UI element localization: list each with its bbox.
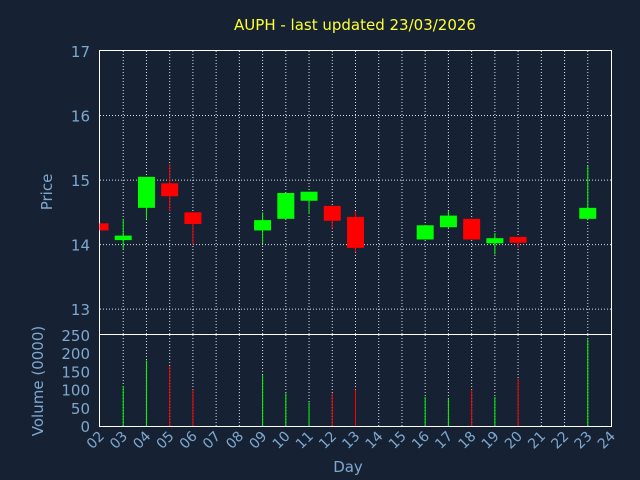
x-axis-label: Day <box>333 458 363 476</box>
x-tick-labels: 02 03 04 05 06 07 08 09 10 11 12 13 14 15 16 17 18 19 20 21… <box>84 428 619 452</box>
candle-body <box>463 218 481 240</box>
x-tick-label: 21 <box>525 429 549 453</box>
candle-body <box>300 191 318 201</box>
x-tick-label: 20 <box>502 429 526 453</box>
volume-tick-label: 200 <box>61 345 90 363</box>
x-tick-label: 03 <box>107 429 131 453</box>
volume-tick-label: 100 <box>61 382 90 400</box>
x-tick-label: 04 <box>130 428 154 452</box>
x-tick-label: 12 <box>316 429 340 453</box>
price-tick-label: 17 <box>71 43 90 61</box>
x-tick-label: 16 <box>409 428 433 452</box>
price-tick-label: 16 <box>71 108 90 126</box>
candle-body <box>184 212 202 224</box>
x-tick-label: 15 <box>386 429 410 453</box>
volume-panel-frame <box>99 334 612 427</box>
x-tick-label: 24 <box>595 428 619 452</box>
price-tick-label: 13 <box>71 301 90 319</box>
x-tick-label: 07 <box>200 429 224 453</box>
x-tick-label: 09 <box>246 429 270 453</box>
x-tick-label: 19 <box>479 429 503 453</box>
price-tick-label: 15 <box>71 172 90 190</box>
candle-body <box>277 193 295 219</box>
x-tick-label: 08 <box>223 429 247 453</box>
x-tick-label: 18 <box>456 429 480 453</box>
volume-tick-label: 50 <box>71 400 90 418</box>
x-tick-label: 17 <box>432 429 456 453</box>
x-tick-label: 06 <box>177 428 201 452</box>
price-axis-label: Price <box>38 174 56 211</box>
price-tick-label: 14 <box>71 237 90 255</box>
x-tick-label: 05 <box>154 429 178 453</box>
candle-body <box>486 238 504 244</box>
candle-body <box>579 207 597 219</box>
volume-tick-label: 150 <box>61 363 90 381</box>
candle-body <box>254 220 272 231</box>
x-tick-label: 23 <box>572 429 596 453</box>
candle-body <box>416 225 434 240</box>
x-tick-label: 14 <box>363 428 387 452</box>
x-tick-label: 11 <box>293 429 317 453</box>
x-tick-label: 10 <box>270 429 294 453</box>
candle-body <box>509 236 527 243</box>
volume-bars <box>122 339 589 426</box>
candle-body <box>114 235 132 241</box>
volume-axis-label: Volume (0000) <box>29 326 47 436</box>
candle-body <box>161 183 179 197</box>
candle-body <box>439 215 457 228</box>
volume-tick-label: 0 <box>80 418 90 436</box>
chart-title: AUPH - last updated 23/03/2026 <box>234 16 476 34</box>
candle-body <box>137 176 155 208</box>
candle-body <box>323 205 341 221</box>
x-tick-label: 13 <box>339 429 363 453</box>
candle-body <box>100 223 109 231</box>
price-candles <box>99 163 597 255</box>
x-tick-label: 22 <box>548 429 572 453</box>
candle-body <box>347 216 364 248</box>
volume-tick-label: 250 <box>61 327 90 345</box>
